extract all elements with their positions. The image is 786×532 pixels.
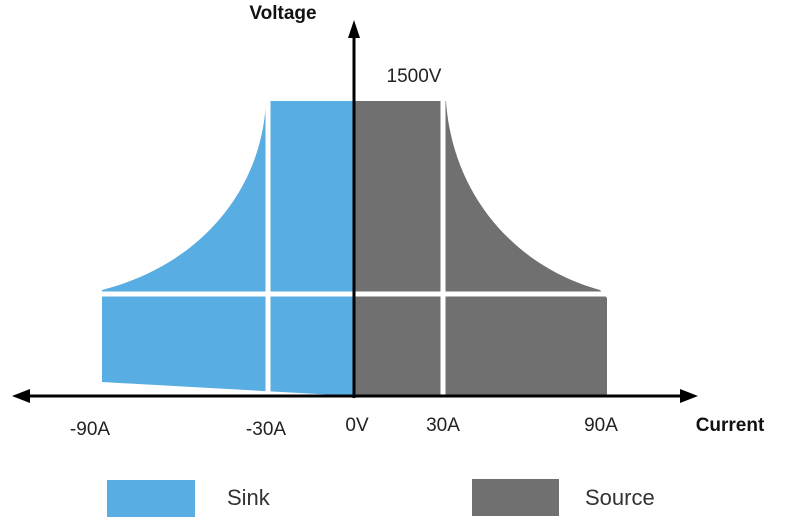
legend-label-source: Source — [585, 485, 655, 510]
tick-label: -90A — [70, 419, 110, 440]
tick-label: 90A — [584, 415, 618, 436]
voltage-max-label: 1500V — [387, 66, 442, 87]
legend-label-sink: Sink — [227, 485, 271, 510]
current-axis-arrow-left — [12, 389, 30, 403]
current-axis-arrow-right — [680, 389, 698, 403]
voltage-axis-label: Voltage — [249, 3, 316, 24]
tick-label: 30A — [426, 415, 460, 436]
legend-swatch-sink — [107, 480, 195, 517]
sink-region — [102, 101, 354, 396]
tick-label: -30A — [246, 419, 286, 440]
tick-label: 0V — [345, 415, 369, 436]
source-region — [354, 101, 607, 396]
current-axis-label: Current — [696, 415, 765, 436]
legend-swatch-source — [472, 479, 559, 516]
voltage-axis-arrow — [348, 20, 360, 38]
